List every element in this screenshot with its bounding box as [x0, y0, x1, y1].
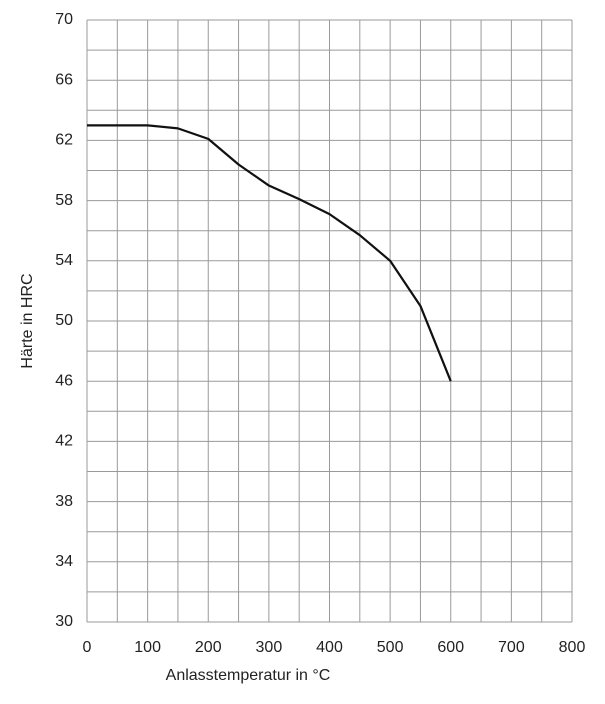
y-tick-label: 62 [55, 132, 73, 149]
y-axis-title: Härte in HRC [19, 273, 36, 368]
y-tick-label: 46 [55, 372, 73, 389]
x-tick-label: 400 [316, 639, 343, 656]
y-tick-label: 34 [55, 553, 73, 570]
y-tick-label: 58 [55, 192, 73, 209]
y-tick-label: 38 [55, 493, 73, 510]
y-tick-label: 70 [55, 11, 73, 28]
y-tick-label: 54 [55, 252, 73, 269]
x-tick-label: 100 [134, 639, 161, 656]
x-tick-label: 200 [195, 639, 222, 656]
x-tick-label: 500 [377, 639, 404, 656]
y-tick-label: 30 [55, 613, 73, 630]
x-tick-label: 300 [256, 639, 283, 656]
x-tick-label: 0 [83, 639, 92, 656]
x-axis-title: Anlasstemperatur in °C [166, 667, 331, 684]
line [87, 124, 452, 382]
y-tick-label: 42 [55, 433, 73, 450]
y-tick-label: 50 [55, 312, 73, 329]
x-tick-label: 600 [437, 639, 464, 656]
x-tick-label: 800 [559, 639, 586, 656]
x-tick-label: 700 [498, 639, 525, 656]
y-tick-label: 66 [55, 71, 73, 88]
